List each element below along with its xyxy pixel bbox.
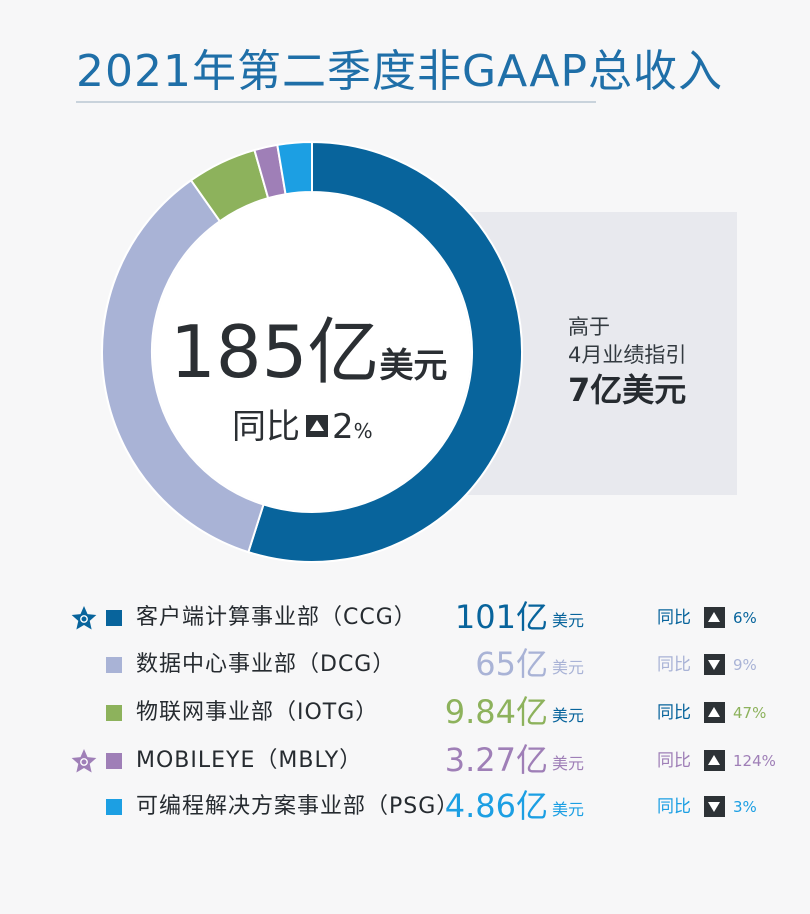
segment-name: 客户端计算事业部（CCG）	[136, 605, 417, 630]
segment-amount-unit: 美元	[551, 611, 584, 630]
donut-slice-psg	[276, 140, 313, 196]
total-yoy: 同比 2%	[232, 405, 373, 453]
down-arrow-icon	[704, 654, 725, 675]
segment-name: MOBILEYE（MBLY）	[136, 748, 363, 773]
total-revenue-unit: 美元	[379, 346, 448, 386]
legend-row-dcg: 数据中心事业部（DCG） 65亿 美元 同比 9%	[0, 643, 810, 687]
segment-yoy-percent: 3%	[733, 798, 757, 816]
up-arrow-icon	[704, 607, 725, 628]
up-arrow-icon	[306, 414, 328, 437]
total-revenue: 185亿美元	[170, 310, 447, 414]
revenue-donut-chart	[101, 140, 523, 563]
donut-slice-ccg	[247, 140, 523, 563]
guidance-amount: 7亿美元	[568, 371, 687, 409]
segment-amount-unit: 美元	[551, 706, 584, 725]
total-yoy-label: 同比	[232, 407, 300, 447]
segment-yoy-label: 同比	[657, 655, 691, 675]
segment-yoy-label: 同比	[657, 797, 691, 817]
segment-yoy-percent: 9%	[733, 656, 757, 674]
segment-yoy-percent: 6%	[733, 609, 757, 627]
legend-swatch-psg	[106, 799, 122, 815]
segment-amount-unit: 美元	[551, 754, 584, 773]
star-icon	[71, 606, 97, 630]
total-yoy-value: 2	[332, 407, 354, 447]
page-title: 2021年第二季度非GAAP总收入	[76, 46, 724, 97]
segment-amount-value: 65亿	[475, 645, 548, 683]
segment-amount: 101亿 美元	[455, 596, 584, 644]
donut-slice-dcg	[101, 178, 265, 554]
segment-yoy-label: 同比	[657, 608, 691, 628]
guidance-line-2: 4月业绩指引	[568, 343, 687, 367]
segment-amount: 4.86亿 美元	[445, 785, 584, 833]
legend-row-ccg: 客户端计算事业部（CCG） 101亿 美元 同比 6%	[0, 596, 810, 640]
total-yoy-unit: %	[353, 419, 373, 443]
legend-row-iotg: 物联网事业部（IOTG） 9.84亿 美元 同比 47%	[0, 691, 810, 735]
segment-amount-unit: 美元	[551, 658, 584, 677]
up-arrow-icon	[704, 702, 725, 723]
legend-row-mbly: MOBILEYE（MBLY） 3.27亿 美元 同比 124%	[0, 739, 810, 783]
legend-swatch-ccg	[106, 610, 122, 626]
total-revenue-value: 185亿	[170, 310, 380, 394]
legend-swatch-iotg	[106, 705, 122, 721]
segment-yoy-percent: 47%	[733, 704, 767, 722]
segment-yoy-percent: 124%	[733, 752, 776, 770]
segment-amount-unit: 美元	[551, 800, 584, 819]
legend-swatch-mbly	[106, 753, 122, 769]
down-arrow-icon	[704, 796, 725, 817]
legend-swatch-dcg	[106, 657, 122, 673]
segment-amount: 65亿 美元	[475, 643, 584, 691]
legend-row-psg: 可编程解决方案事业部（PSG） 4.86亿 美元 同比 3%	[0, 785, 810, 829]
segment-amount: 3.27亿 美元	[445, 739, 584, 787]
segment-yoy-label: 同比	[657, 751, 691, 771]
star-icon	[71, 749, 97, 773]
segment-amount: 9.84亿 美元	[445, 691, 584, 739]
segment-name: 物联网事业部（IOTG）	[136, 700, 379, 725]
segment-name: 数据中心事业部（DCG）	[136, 652, 396, 677]
title-divider	[76, 101, 596, 103]
guidance-line-1: 高于	[568, 315, 610, 339]
donut-hole	[153, 193, 471, 511]
segment-amount-value: 4.86亿	[444, 787, 548, 825]
segment-amount-value: 9.84亿	[444, 693, 548, 731]
segment-yoy-label: 同比	[657, 703, 691, 723]
segment-name: 可编程解决方案事业部（PSG）	[136, 794, 460, 819]
segment-amount-value: 3.27亿	[444, 741, 548, 779]
segment-amount-value: 101亿	[454, 598, 548, 636]
up-arrow-icon	[704, 750, 725, 771]
